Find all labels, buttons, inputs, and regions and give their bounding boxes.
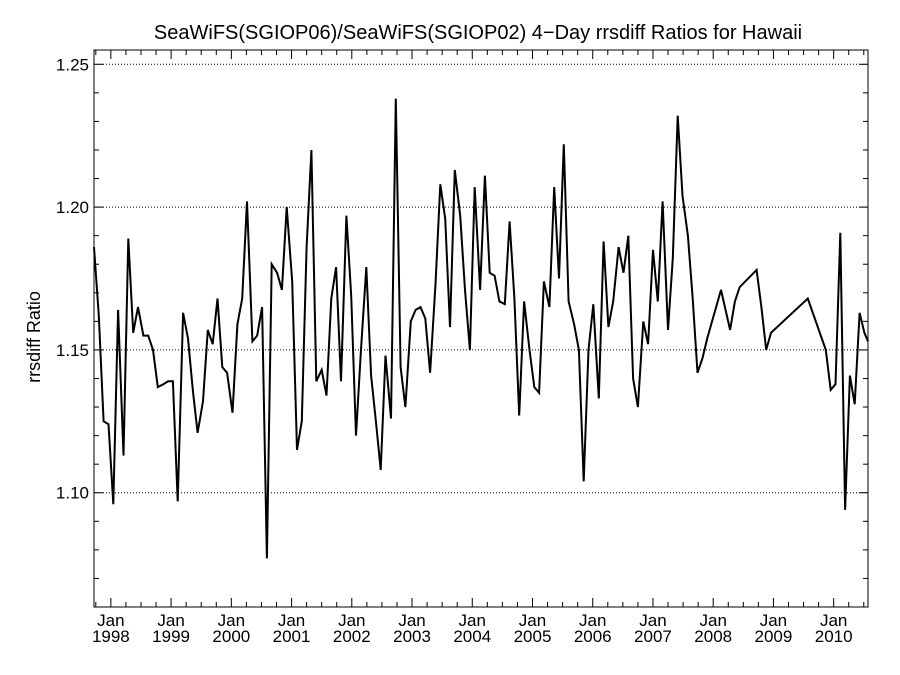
x-tick-month-label: Jan bbox=[97, 611, 124, 630]
y-tick-label: 1.10 bbox=[56, 484, 89, 503]
x-tick-month-label: Jan bbox=[278, 611, 305, 630]
x-tick-month-label: Jan bbox=[699, 611, 726, 630]
y-tick-label: 1.15 bbox=[56, 341, 89, 360]
y-axis-label: rrsdiff Ratio bbox=[24, 291, 44, 383]
grid-lines bbox=[94, 63, 868, 494]
axis-ticks bbox=[94, 50, 868, 608]
y-tick-label: 1.20 bbox=[56, 198, 89, 217]
x-tick-year-label: 2001 bbox=[273, 627, 311, 646]
x-tick-year-label: 2007 bbox=[634, 627, 672, 646]
x-tick-year-label: 2004 bbox=[453, 627, 491, 646]
x-tick-year-label: 2006 bbox=[574, 627, 612, 646]
x-tick-month-label: Jan bbox=[157, 611, 184, 630]
x-tick-year-label: 2009 bbox=[755, 627, 793, 646]
x-tick-year-label: 2008 bbox=[694, 627, 732, 646]
tick-labels: 1.101.151.201.25Jan1998Jan1999Jan2000Jan… bbox=[56, 55, 853, 646]
chart-title: SeaWiFS(SGIOP06)/SeaWiFS(SGIOP02) 4−Day … bbox=[154, 22, 802, 44]
x-tick-month-label: Jan bbox=[459, 611, 486, 630]
series-line bbox=[93, 98, 869, 559]
x-tick-year-label: 2002 bbox=[333, 627, 371, 646]
x-tick-month-label: Jan bbox=[760, 611, 787, 630]
series-layer bbox=[93, 98, 869, 559]
plot-frame bbox=[93, 49, 869, 608]
y-tick-label: 1.25 bbox=[56, 55, 89, 74]
x-tick-year-label: 2003 bbox=[393, 627, 431, 646]
x-tick-month-label: Jan bbox=[338, 611, 365, 630]
x-tick-year-label: 2010 bbox=[815, 627, 853, 646]
x-tick-year-label: 1998 bbox=[92, 627, 130, 646]
x-tick-year-label: 2005 bbox=[514, 627, 552, 646]
x-tick-month-label: Jan bbox=[218, 611, 245, 630]
x-tick-month-label: Jan bbox=[398, 611, 425, 630]
x-tick-month-label: Jan bbox=[820, 611, 847, 630]
x-tick-month-label: Jan bbox=[579, 611, 606, 630]
x-tick-month-label: Jan bbox=[639, 611, 666, 630]
x-tick-month-label: Jan bbox=[519, 611, 546, 630]
x-tick-year-label: 2000 bbox=[212, 627, 250, 646]
x-tick-year-label: 1999 bbox=[152, 627, 190, 646]
